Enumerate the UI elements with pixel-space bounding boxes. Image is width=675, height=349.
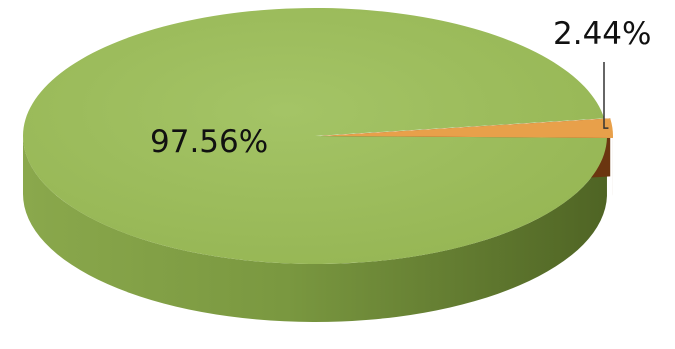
- leader-lines: [603, 62, 609, 129]
- pie-slice-small: [321, 118, 613, 138]
- leader-line-slice-small: [603, 62, 609, 129]
- data-labels: 97.56% 2.44%: [150, 16, 651, 160]
- pie-slice-large: [22, 7, 607, 264]
- data-label-slice-large: 97.56%: [150, 124, 268, 160]
- pie-side-slice-large: [22, 136, 607, 322]
- pie-tops: [22, 7, 613, 264]
- data-label-slice-small: 2.44%: [553, 16, 651, 52]
